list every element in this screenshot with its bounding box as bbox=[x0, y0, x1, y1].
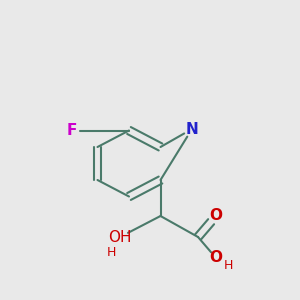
Text: H: H bbox=[223, 259, 233, 272]
Text: F: F bbox=[67, 123, 77, 138]
Text: N: N bbox=[186, 122, 198, 136]
Text: OH: OH bbox=[108, 230, 132, 244]
Text: O: O bbox=[209, 208, 223, 224]
Text: O: O bbox=[209, 250, 223, 266]
Text: H: H bbox=[106, 245, 116, 259]
